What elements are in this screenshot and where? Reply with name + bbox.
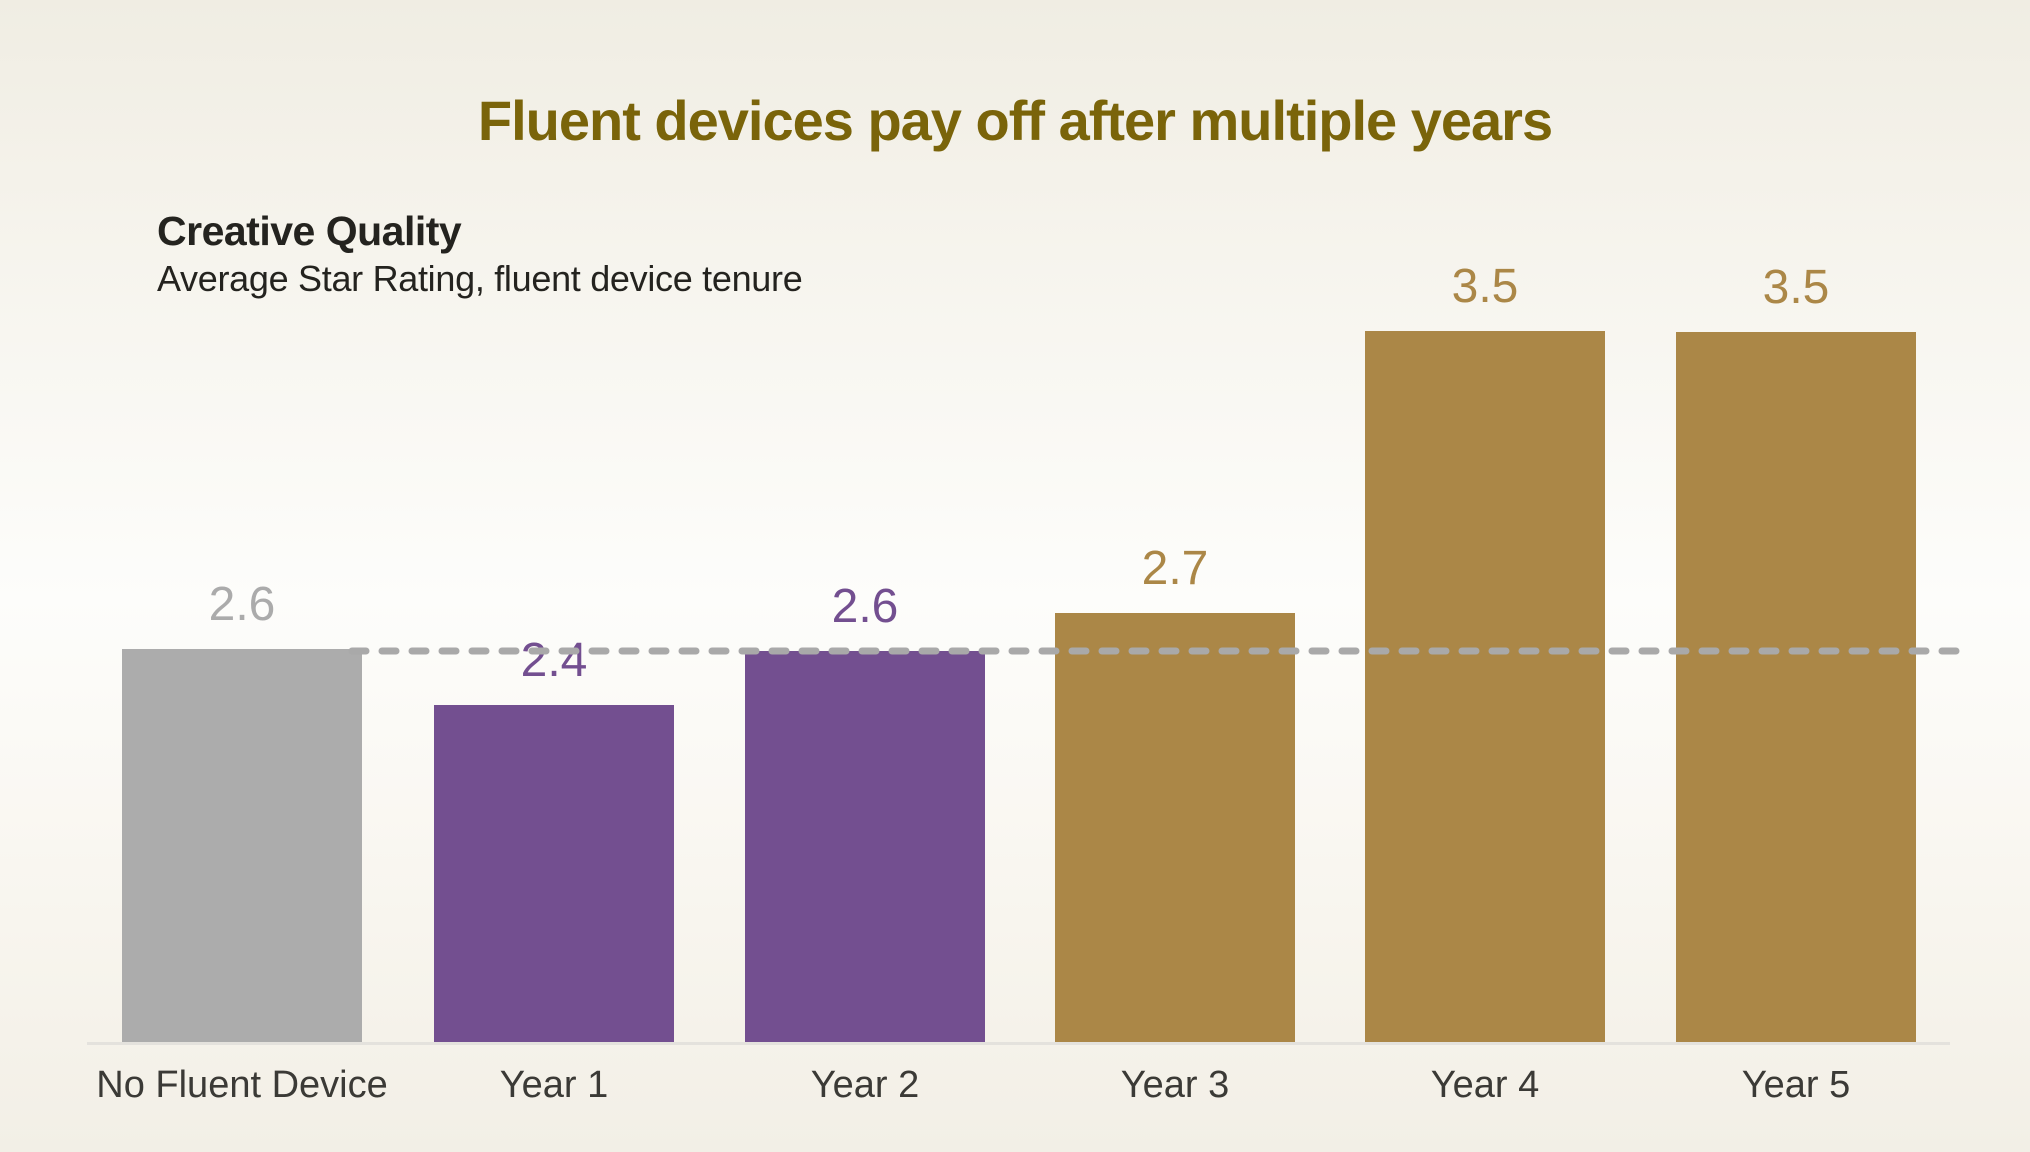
chart-subtitle: Average Star Rating, fluent device tenur…: [157, 258, 803, 299]
bar-year-5: [1676, 332, 1916, 1042]
x-axis-label-year-4: Year 4: [1430, 1064, 1540, 1106]
bar-year-1: [434, 705, 674, 1042]
x-axis-label-year-2: Year 2: [810, 1064, 920, 1106]
bar-value-label-year-5: 3.5: [1762, 261, 1830, 314]
bar-no-fluent-device: [122, 649, 362, 1042]
bar-year-2: [745, 651, 985, 1042]
x-axis-label-no-fluent-device: No Fluent Device: [96, 1064, 388, 1106]
chart-header: Creative Quality Average Star Rating, fl…: [157, 206, 803, 302]
x-axis-label-year-3: Year 3: [1120, 1064, 1230, 1106]
page-title: Fluent devices pay off after multiple ye…: [477, 88, 1553, 152]
bar-value-label-no-fluent-device: 2.6: [208, 578, 276, 631]
x-axis-line: [87, 1042, 1950, 1045]
bar-value-label-year-4: 3.5: [1451, 260, 1519, 313]
bar-value-label-year-2: 2.6: [831, 580, 899, 633]
bar-year-3: [1055, 613, 1295, 1042]
x-axis-label-year-5: Year 5: [1741, 1064, 1851, 1106]
bar-year-4: [1365, 331, 1605, 1042]
x-axis-label-year-1: Year 1: [499, 1064, 609, 1106]
chart-title: Creative Quality: [157, 208, 462, 254]
bar-value-label-year-1: 2.4: [520, 634, 588, 687]
bar-value-label-year-3: 2.7: [1141, 542, 1209, 595]
